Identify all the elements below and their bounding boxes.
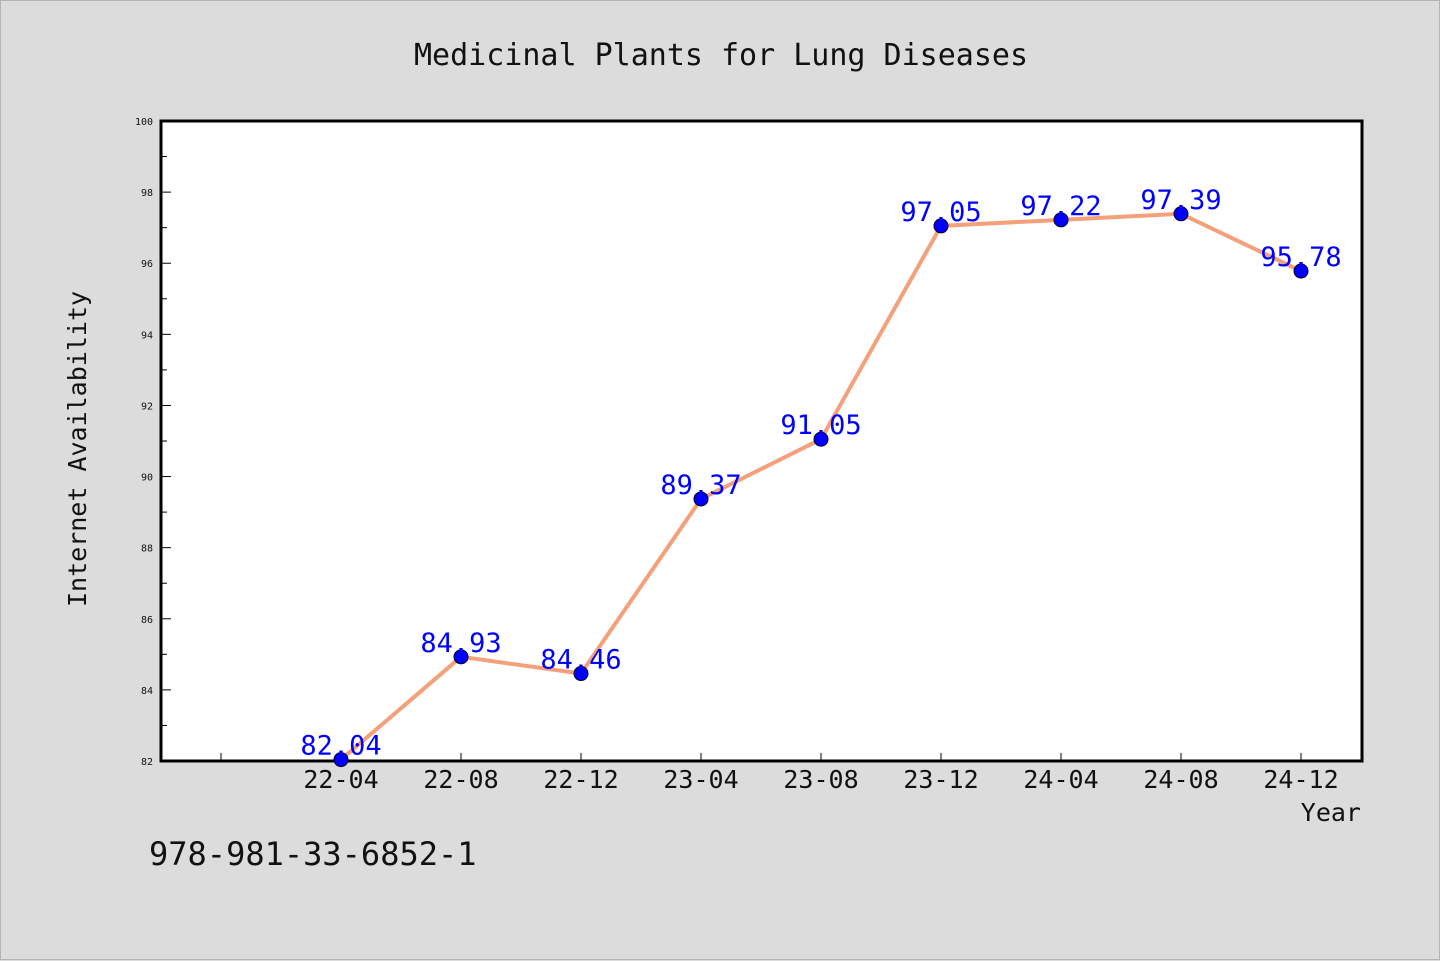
x-tick-label: 24-12 (1263, 765, 1338, 794)
y-tick-label: 100 (135, 117, 153, 128)
y-tick-label: 84 (141, 686, 153, 697)
y-tick-label: 82 (141, 757, 153, 768)
x-axis: 22-04 22-08 22-12 23-04 23-08 23-12 24-04 24-08… (220, 753, 1339, 794)
data-point (573, 666, 589, 682)
data-label: 89.37 (660, 470, 741, 501)
x-tick-label: 23-08 (783, 765, 858, 794)
y-tick-label: 90 (141, 473, 153, 484)
data-point (693, 491, 709, 507)
chart-title: Medicinal Plants for Lung Diseases (414, 38, 1028, 73)
marker-group (333, 206, 1309, 768)
data-point (933, 218, 949, 234)
data-point (1173, 206, 1189, 222)
plot-area (159, 119, 1364, 763)
x-tick-label: 22-08 (423, 765, 498, 794)
x-tick-label: 24-04 (1023, 765, 1098, 794)
data-label: 84.93 (420, 628, 501, 659)
data-point (813, 431, 829, 447)
data-label: 84.46 (540, 645, 621, 676)
data-label: 97.22 (1020, 191, 1101, 222)
y-axis: 82 84 86 88 90 92 94 96 98 100 (135, 117, 171, 768)
y-tick-label: 88 (141, 544, 153, 555)
data-label: 97.05 (900, 197, 981, 228)
x-tick-label: 23-04 (663, 765, 738, 794)
y-tick-label: 94 (141, 330, 153, 341)
data-point (1293, 263, 1309, 279)
data-label: 82.04 (300, 731, 381, 762)
x-tick-label: 24-08 (1143, 765, 1218, 794)
x-axis-label: Year (1301, 798, 1361, 827)
footer-isbn: 978-981-33-6852-1 (149, 835, 477, 873)
data-point (333, 752, 349, 768)
data-label: 97.39 (1140, 185, 1221, 216)
data-label: 91.05 (780, 410, 861, 441)
x-tick-label: 22-04 (303, 765, 378, 794)
data-label-group: 82.04 84.93 84.46 89.37 91.05 97.05 97.22 97.39… (300, 185, 1341, 762)
data-point (1053, 212, 1069, 228)
x-tick-label: 22-12 (543, 765, 618, 794)
y-tick-label: 86 (141, 615, 153, 626)
x-tick-label: 23-12 (903, 765, 978, 794)
data-label: 95.78 (1260, 242, 1341, 273)
y-tick-label: 96 (141, 259, 153, 270)
y-axis-label: Internet Availability (63, 291, 92, 607)
y-tick-label: 98 (141, 188, 153, 199)
data-point (453, 649, 469, 665)
y-tick-label: 92 (141, 401, 153, 412)
